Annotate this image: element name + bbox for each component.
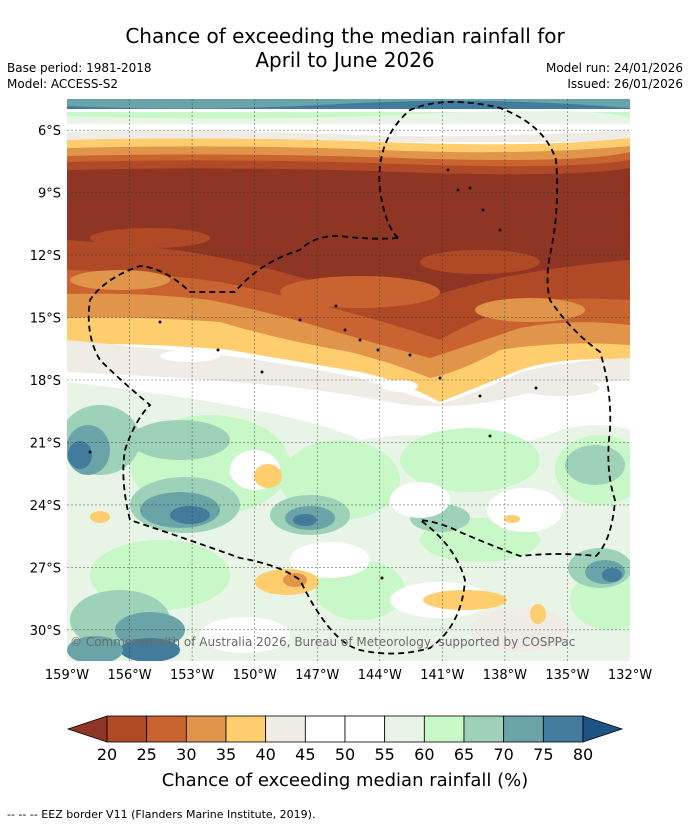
colorbar-tick-label: 25 <box>136 745 157 764</box>
graticule <box>67 99 630 661</box>
colorbar-tick-label: 20 <box>96 745 118 764</box>
lon-label: 135°W <box>545 668 589 683</box>
colorbar-tick-label: 80 <box>572 745 594 764</box>
colorbar-tick-label: 65 <box>453 745 475 764</box>
lat-label: 30°S <box>30 624 61 639</box>
lon-label: 144°W <box>358 668 402 683</box>
colorbar-tick-label: 60 <box>414 745 435 764</box>
colorbar-tick-label: 30 <box>176 745 197 764</box>
meta-left: Base period: 1981-2018 Model: ACCESS-S2 <box>7 60 152 92</box>
lon-label: 156°W <box>107 668 151 683</box>
lat-label: 12°S <box>30 249 61 264</box>
eez-border <box>87 101 616 655</box>
lat-label: 6°S <box>38 124 61 139</box>
lon-label: 159°W <box>45 668 89 683</box>
lon-label: 150°W <box>233 668 277 683</box>
neutral-belt <box>67 340 630 407</box>
colorbar-segment <box>423 715 465 743</box>
latitude-labels: 6°S 9°S 12°S 15°S 18°S 21°S 24°S 27°S 30°S <box>30 124 61 639</box>
colorbar-under-arrow <box>66 715 108 743</box>
colorbar-tick-label: 45 <box>295 745 316 764</box>
model-run: Model run: 24/01/2026 <box>545 61 683 75</box>
colorbar-segment <box>304 715 346 743</box>
rainfall-field <box>67 99 630 661</box>
northern-bands <box>67 99 630 142</box>
colorbar-segment <box>463 715 505 743</box>
lon-label: 141°W <box>420 668 464 683</box>
lat-label: 9°S <box>38 187 61 202</box>
colorbar-segment <box>106 715 148 743</box>
colorbar-tick-label: 50 <box>334 745 356 764</box>
lat-label: 21°S <box>30 436 61 451</box>
lat-label: 27°S <box>30 561 61 576</box>
colorbar-title: Chance of exceeding median rainfall (%) <box>161 770 529 791</box>
colorbar-segment <box>384 715 425 743</box>
colorbar-tick-label: 35 <box>215 745 237 764</box>
colorbar-segment <box>185 715 227 743</box>
lon-label: 132°W <box>608 668 652 683</box>
colorbar-segment <box>265 715 306 743</box>
lat-label: 15°S <box>30 312 61 327</box>
colorbar-segment <box>542 715 584 743</box>
eez-footnote: -- -- -- EEZ border V11 (Flanders Marine… <box>7 808 316 821</box>
title-line-1: Chance of exceeding the median rainfall … <box>125 24 565 48</box>
issued-date: Issued: 26/01/2026 <box>567 77 683 91</box>
colorbar-tick-label: 75 <box>533 745 554 764</box>
colorbar-segment <box>146 715 187 743</box>
colorbar-tick-label: 70 <box>493 745 514 764</box>
colorbar-tick-label: 55 <box>374 745 395 764</box>
colorbar-segment <box>344 715 386 743</box>
longitude-labels: 159°W 156°W 153°W 150°W 147°W 144°W 141°W 138°W… <box>45 668 652 683</box>
colorbar-tick-label: 40 <box>255 745 276 764</box>
lon-label: 147°W <box>295 668 339 683</box>
meta-right: Model run: 24/01/2026 Issued: 26/01/2026 <box>546 60 683 92</box>
lat-label: 24°S <box>30 499 61 514</box>
colorbar-segment <box>503 715 544 743</box>
base-period: Base period: 1981-2018 <box>7 61 152 75</box>
copyright-text: © Commonwealth of Australia 2026, Bureau… <box>70 635 575 649</box>
colorbar-segment <box>225 715 267 743</box>
colorbar <box>66 715 624 743</box>
model-name: Model: ACCESS-S2 <box>7 77 119 91</box>
colorbar-over-arrow <box>582 715 624 743</box>
lon-label: 138°W <box>483 668 527 683</box>
lon-label: 153°W <box>170 668 214 683</box>
islands <box>88 168 538 580</box>
title-line-2: April to June 2026 <box>255 48 435 72</box>
lat-label: 18°S <box>30 374 61 389</box>
